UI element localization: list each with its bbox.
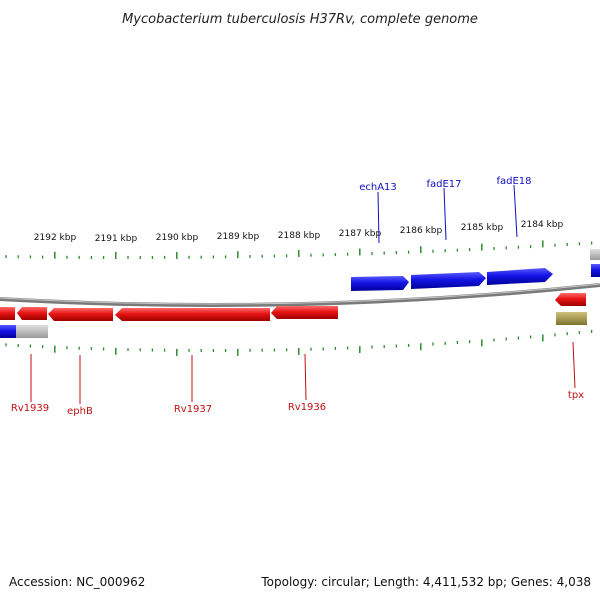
gene-left-edge[interactable] [0, 307, 15, 320]
gene-label-fadE17: fadE17 [426, 179, 461, 190]
gene-label-echA13: echA13 [359, 182, 397, 193]
grey-feature-lower-left [16, 325, 48, 338]
outer-tick-row [5, 240, 593, 259]
gene-Rv1939[interactable] [17, 307, 47, 320]
gene-tpx[interactable] [555, 293, 586, 306]
gene-label-Rv1936: Rv1936 [288, 402, 326, 413]
label-line-echA13 [377, 191, 380, 244]
tick-label: 2187 kbp [339, 229, 382, 239]
accession-text: Accession: NC_000962 [9, 575, 145, 589]
tick-label: 2190 kbp [156, 233, 199, 243]
tick-label: 2189 kbp [217, 232, 260, 242]
genome-backbone-highlight [0, 283, 600, 305]
map-title: Mycobacterium tuberculosis H37Rv, comple… [122, 12, 478, 27]
gene-echA13[interactable] [351, 276, 409, 291]
label-line-fadE18 [513, 184, 518, 238]
gene-fadE18[interactable] [487, 268, 553, 285]
tick-label: 2186 kbp [400, 226, 443, 236]
tick-label: 2192 kbp [34, 233, 77, 243]
gene-label-ephB: ephB [67, 406, 93, 417]
tick-label: 2184 kbp [521, 220, 564, 230]
tick-label: 2188 kbp [278, 231, 321, 241]
gene-fadE17[interactable] [411, 272, 486, 289]
label-line-fadE17 [443, 187, 447, 241]
genome-summary-text: Topology: circular; Length: 4,411,532 bp… [260, 575, 591, 589]
label-line-Rv1936 [304, 353, 307, 401]
inner-tick-row [5, 329, 593, 356]
gene-label-Rv1939: Rv1939 [11, 403, 49, 414]
gene-label-tpx: tpx [568, 390, 584, 401]
gene-label-fadE18: fadE18 [496, 176, 531, 187]
genome-backbone [0, 283, 600, 308]
olive-feature [556, 312, 587, 325]
gene-Rv1936[interactable] [271, 306, 338, 319]
gene-ephB[interactable] [48, 308, 113, 321]
gene-Rv1937[interactable] [115, 308, 270, 321]
gene-label-Rv1937: Rv1937 [174, 404, 212, 415]
tick-label: 2185 kbp [461, 223, 504, 233]
gene-forward-edge[interactable] [591, 264, 600, 277]
tick-label: 2191 kbp [95, 234, 138, 244]
label-line-tpx [572, 341, 576, 389]
grey-feature-top-right [590, 249, 600, 260]
blue-feature-lower-left [0, 325, 16, 338]
